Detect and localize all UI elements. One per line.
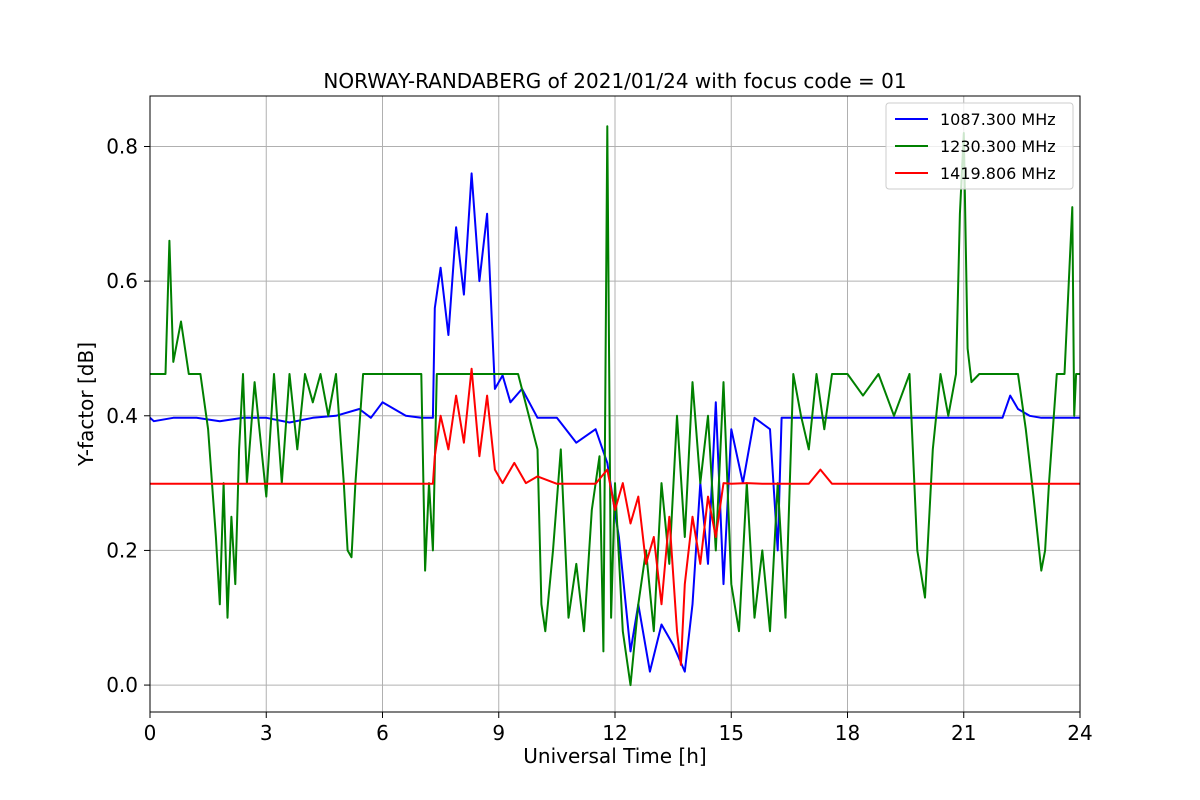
legend: 1087.300 MHz 1230.300 MHz 1419.806 MHz [885,102,1074,190]
ticks: 0 3 6 9 12 15 18 21 24 0.0 0.2 0.4 0.6 0.8 [106,134,1093,745]
x-tick-label: 9 [492,721,505,745]
chart-title: NORWAY-RANDABERG of 2021/01/24 with focu… [323,69,906,93]
series-layer [149,125,1080,687]
y-tick-label: 0.0 [106,673,138,697]
y-tick-label: 0.4 [106,404,138,428]
x-axis-label: Universal Time [h] [523,744,706,768]
x-tick-label: 6 [376,721,389,745]
series-line-3 [150,367,1080,666]
x-tick-label: 0 [144,721,157,745]
y-tick-label: 0.8 [106,134,138,158]
x-tick-label: 12 [602,721,627,745]
y-tick-label: 0.6 [106,269,138,293]
legend-label: 1419.806 MHz [940,164,1056,183]
y-axis-label: Y-factor [dB] [74,342,98,467]
x-tick-label: 3 [260,721,273,745]
legend-box [885,102,1074,190]
legend-label: 1230.300 MHz [940,137,1056,156]
x-tick-label: 18 [835,721,860,745]
x-tick-label: 21 [951,721,976,745]
series-line-2 [150,125,1080,687]
x-tick-label: 15 [719,721,744,745]
x-tick-label: 24 [1067,721,1092,745]
y-tick-label: 0.2 [106,538,138,562]
legend-label: 1087.300 MHz [940,110,1056,129]
